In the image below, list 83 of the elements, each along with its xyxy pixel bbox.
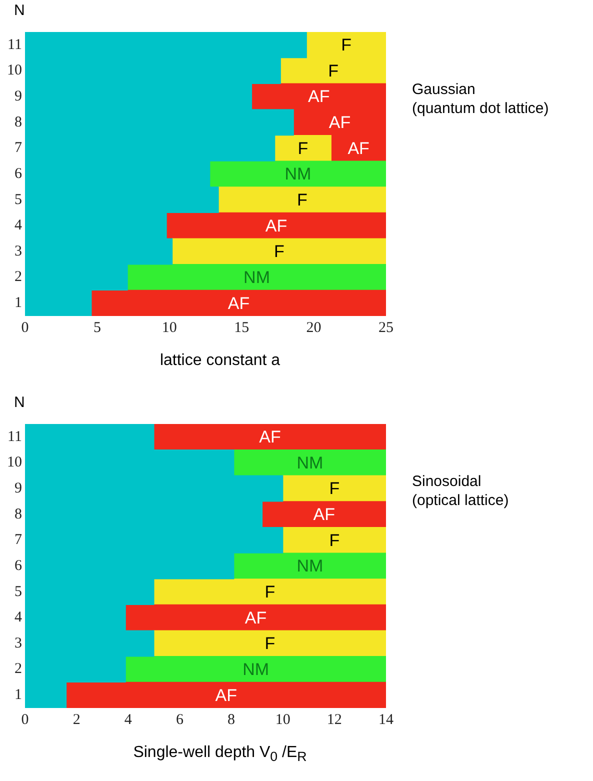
y-tick-label: 3 (14, 243, 22, 260)
y-tick-label: 2 (14, 269, 22, 286)
bar (154, 424, 386, 450)
bar (154, 578, 386, 606)
y-axis-title: N (14, 2, 25, 19)
bar (282, 526, 386, 554)
y-tick-label: 8 (14, 506, 22, 522)
bar (234, 449, 386, 476)
data-label: NM (242, 660, 270, 679)
x-tick-label: 12 (326, 712, 342, 728)
data-label: F (329, 479, 340, 498)
data-label: AF (244, 608, 267, 628)
y-tick-label: 11 (8, 36, 22, 53)
data-label: F (297, 190, 308, 210)
x-axis-title: Single-well depth V$_{0}$ /E$_{R}$ (132, 744, 308, 764)
bar (127, 264, 386, 291)
bar (154, 630, 386, 657)
y-tick-label: 10 (7, 62, 22, 79)
data-label: AF (215, 686, 237, 705)
data-label: AF (348, 138, 370, 158)
x-tick-label: 2 (72, 712, 80, 728)
x-tick-label: 0 (21, 320, 29, 336)
y-tick-label: 11 (8, 428, 22, 445)
data-label: F (329, 530, 340, 550)
data-label: F (328, 61, 338, 80)
text: Gaussian (412, 80, 476, 99)
y-tick-label: 10 (7, 454, 22, 471)
y-tick-label: 7 (14, 140, 22, 156)
text: Sinosoidal (412, 472, 482, 491)
bar (282, 475, 386, 502)
bar (218, 186, 386, 214)
y-tick-label: 4 (14, 610, 22, 626)
x-tick-label: 25 (378, 320, 394, 336)
y-tick-label: 8 (14, 114, 22, 130)
x-tick-label: 10 (162, 320, 177, 336)
text: (quantum dot lattice) (412, 99, 549, 118)
y-tick-label: 5 (14, 192, 22, 208)
y-tick-label: 6 (14, 166, 22, 182)
bar (125, 656, 386, 683)
x-tick-label: 5 (93, 320, 101, 336)
y-tick-label: 9 (14, 480, 22, 496)
data-label: F (264, 582, 276, 602)
data-label: NM (284, 164, 312, 184)
bar (125, 604, 386, 631)
text: (optical lattice) (412, 491, 509, 510)
x-tick-label: 0 (21, 712, 29, 728)
data-label: AF (259, 428, 281, 447)
x-tick-label: 8 (228, 712, 236, 728)
x-tick-label: 14 (378, 712, 394, 728)
x-axis-title: lattice constant a (158, 352, 282, 370)
y-tick-label: 1 (14, 295, 22, 312)
y-tick-label: 2 (14, 661, 22, 678)
y-axis-title: N (14, 394, 25, 411)
data-label: AF (328, 113, 351, 132)
bar (262, 501, 386, 528)
x-tick-label: 15 (234, 320, 250, 336)
data-label: F (264, 634, 276, 654)
data-label: F (341, 36, 352, 55)
y-tick-label: 3 (14, 635, 22, 652)
y-tick-label: 5 (14, 584, 22, 600)
data-label: AF (228, 294, 250, 313)
x-tick-label: 6 (176, 712, 184, 728)
data-label: AF (265, 216, 288, 236)
data-label: F (298, 138, 308, 158)
x-tick-label: 20 (306, 320, 322, 336)
bar (234, 552, 386, 580)
bar (66, 682, 386, 708)
bar (210, 160, 386, 188)
x-tick-label: 10 (275, 712, 290, 728)
data-label: NM (296, 453, 324, 472)
y-tick-label: 6 (14, 558, 22, 574)
bar (172, 238, 386, 265)
x-tick-label: 4 (124, 712, 132, 728)
y-tick-label: 4 (14, 218, 22, 234)
y-tick-label: 9 (14, 88, 22, 104)
bar (274, 134, 332, 162)
data-label: NM (244, 268, 270, 287)
y-tick-label: 1 (14, 687, 22, 704)
data-label: NM (296, 556, 324, 576)
data-label: F (274, 242, 284, 262)
data-label: AF (308, 87, 330, 106)
data-label: AF (313, 505, 335, 524)
y-tick-label: 7 (14, 532, 22, 548)
